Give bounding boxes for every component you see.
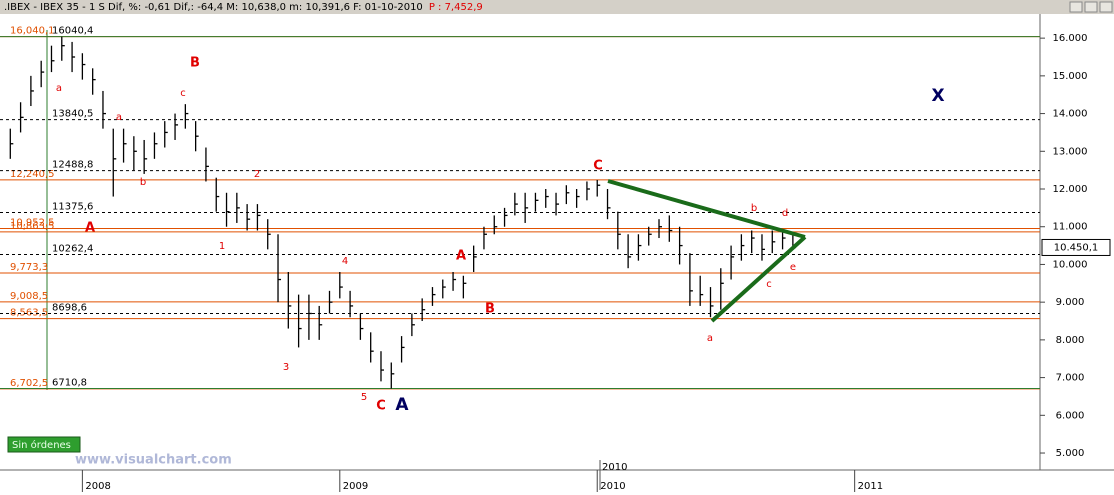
y-tick-label: 10.000 xyxy=(1053,259,1088,270)
wave-label: 3 xyxy=(283,362,289,373)
wave-label: B xyxy=(190,56,200,71)
y-tick-label: 12.000 xyxy=(1053,184,1088,195)
y-tick-label: 16.000 xyxy=(1053,33,1088,44)
level-label: 8,563,5 xyxy=(10,308,48,319)
levels: 16,040,1 12,240,5 10,952,510,863,5 9,773,3 9… xyxy=(0,26,1040,390)
wave-label: a xyxy=(116,112,122,123)
wave-label: 5 xyxy=(361,392,367,403)
last-price-label: 10.450,1 xyxy=(1054,242,1099,253)
level-label: 9,773,3 xyxy=(10,262,48,273)
x-tick-label: 2008 xyxy=(85,481,110,492)
level-label: 13840,5 xyxy=(52,109,93,120)
wave-label: b xyxy=(751,203,757,214)
level-label: 12,240,5 xyxy=(10,169,55,180)
header-price: P : 7,452,9 xyxy=(429,2,483,13)
level-label: 6710,8 xyxy=(52,378,87,389)
level-label: 8698,6 xyxy=(52,303,87,314)
wave-label: C xyxy=(593,159,603,174)
y-tick-label: 5.000 xyxy=(1056,448,1085,459)
cursor-label: 2010 xyxy=(602,462,627,473)
y-tick-label: 13.000 xyxy=(1053,146,1088,157)
wave-label: A xyxy=(395,395,409,415)
orders-button[interactable] xyxy=(7,436,81,453)
header-bar xyxy=(0,0,1114,14)
last-price-box xyxy=(1041,238,1111,256)
x-tick-label: 2010 xyxy=(600,481,625,492)
wave-label: d xyxy=(782,208,788,219)
y-tick-label: 8.000 xyxy=(1056,335,1085,346)
y-tick-label: 6.000 xyxy=(1056,410,1085,421)
bars xyxy=(9,36,796,389)
wave-label: A xyxy=(456,249,466,264)
y-tick-label: 15.000 xyxy=(1053,71,1088,82)
wave-label: a xyxy=(56,83,62,94)
wave-label: C xyxy=(376,399,386,414)
wave-label: 4 xyxy=(342,256,348,267)
window-button[interactable] xyxy=(1069,1,1083,13)
wave-label: c xyxy=(766,279,772,290)
y-tick-label: 7.000 xyxy=(1056,373,1085,384)
wave-label: e xyxy=(790,262,796,273)
wave-label: 2 xyxy=(254,169,260,180)
y-tick-label: 14.000 xyxy=(1053,109,1088,120)
y-tick-label: 9.000 xyxy=(1056,297,1085,308)
trendline xyxy=(607,179,806,239)
wave-label: 1 xyxy=(219,241,225,252)
header-main: .IBEX - IBEX 35 - 1 S Dif, %: -0,61 Dif,… xyxy=(4,2,423,13)
level-label: 16040,4 xyxy=(52,26,93,37)
watermark: www.visualchart.com xyxy=(75,453,232,468)
wave-label: c xyxy=(180,88,186,99)
x-tick-label: 2011 xyxy=(858,481,883,492)
orders-button-label[interactable]: Sin órdenes xyxy=(12,439,71,451)
trendline xyxy=(710,235,807,323)
level-label: 6,702,5 xyxy=(10,378,48,389)
level-label: 9,008,5 xyxy=(10,291,48,302)
level-label: 12488,8 xyxy=(52,160,93,171)
y-tick-label: 11.000 xyxy=(1053,222,1088,233)
annotations: a B c a b 2 1 A 4 3 5 C A A B C b d e c … xyxy=(56,56,945,416)
level-label: 10,952,5 xyxy=(10,218,55,229)
header-text: .IBEX - IBEX 35 - 1 S Dif, %: -0,61 Dif,… xyxy=(4,2,483,13)
level-label: 10262,4 xyxy=(52,244,93,255)
level-label: 10,863,5 xyxy=(10,221,55,232)
wave-label: A xyxy=(85,221,95,236)
level-label: 16,040,1 xyxy=(10,26,55,37)
wave-label: b xyxy=(140,177,146,188)
wave-label: X xyxy=(931,86,944,106)
level-label: 11375,6 xyxy=(52,202,93,213)
wave-label: B xyxy=(485,302,495,317)
wave-label: a xyxy=(707,333,713,344)
window-button[interactable] xyxy=(1099,1,1113,13)
x-tick-label: 2009 xyxy=(343,481,368,492)
window-button[interactable] xyxy=(1084,1,1098,13)
